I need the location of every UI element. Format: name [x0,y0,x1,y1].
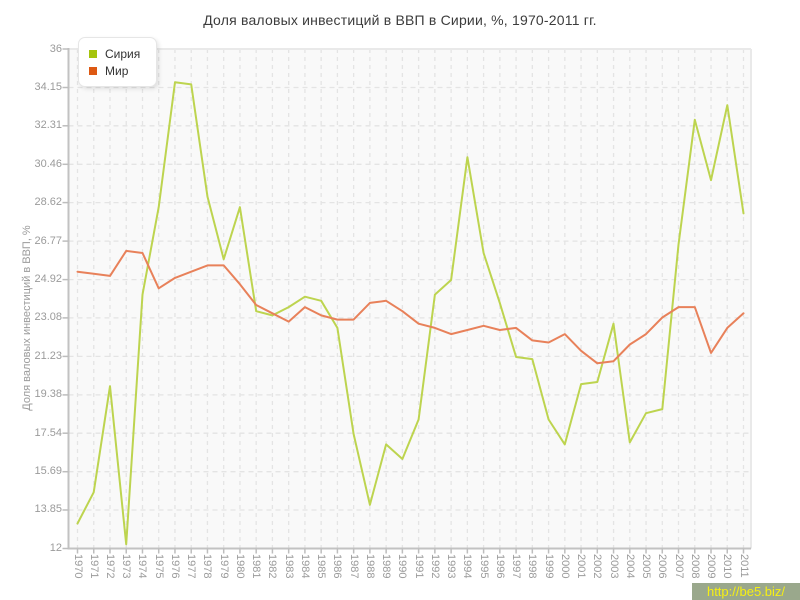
y-tick-label: 28.62 [34,196,62,209]
x-tick-label: 1975 [152,554,165,579]
legend-label-syria: Сирия [105,46,141,61]
x-tick-label: 1996 [493,554,506,579]
x-tick-label: 1993 [445,554,458,579]
x-tick-label: 1990 [396,554,409,579]
x-tick-label: 1983 [282,554,295,579]
x-tick-label: 1981 [250,554,263,579]
x-tick-label: 1978 [201,554,214,579]
y-tick-label: 13.85 [34,503,62,516]
x-tick-label: 1999 [542,554,555,579]
x-tick-label: 1970 [71,554,84,579]
x-tick-label: 1984 [298,554,311,579]
y-tick-label: 15.69 [34,465,62,478]
x-tick-label: 1982 [266,554,279,579]
plot-background [68,49,751,549]
y-tick-label: 12 [49,542,62,554]
y-tick-label: 34.15 [34,81,62,93]
x-tick-label: 1972 [103,554,116,579]
legend-marker-world [89,66,97,75]
x-tick-label: 1989 [380,554,393,579]
y-tick-label: 32.31 [34,119,62,132]
series-line-syria [76,81,745,546]
x-tick-label: 1974 [136,554,149,579]
legend-item-syria[interactable]: Сирия [89,45,140,62]
x-tick-label: 1985 [315,554,328,579]
y-tick-label: 17.54 [34,426,62,439]
chart-title: Доля валовых инвестиций в ВВП в Сирии, %… [203,12,597,28]
x-tick-label: 2000 [558,554,571,579]
y-tick-label: 26.77 [34,234,62,247]
x-tick-label: 1994 [461,554,474,579]
x-tick-label: 2005 [640,554,653,579]
x-tick-label: 1973 [120,554,133,579]
x-tick-label: 1980 [233,554,246,579]
x-tick-label: 1971 [87,554,100,579]
series-line-world [76,249,745,365]
legend: Сирия Мир [78,37,158,87]
legend-label-world: Мир [105,63,129,78]
y-tick-label: 23.08 [34,311,62,324]
x-tick-label: 1991 [412,554,425,579]
legend-item-world[interactable]: Мир [89,62,140,79]
x-tick-label: 2006 [656,554,669,579]
x-tick-label: 2003 [607,554,620,579]
watermark-link[interactable]: http://be5.biz/ [692,583,800,600]
y-tick-label: 21.23 [34,349,62,362]
x-tick-label: 1979 [217,554,230,579]
x-tick-label: 2001 [575,554,588,579]
x-tick-label: 2002 [591,554,604,579]
x-tick-label: 1976 [168,554,181,579]
x-tick-label: 1987 [347,554,360,579]
x-tick-label: 1995 [477,554,490,579]
x-tick-label: 1997 [510,554,523,579]
x-tick-label: 1986 [331,554,344,579]
y-tick-label: 36 [49,42,62,55]
x-tick-label: 2007 [672,554,685,579]
legend-marker-syria [89,49,97,58]
x-tick-label: 1988 [363,554,376,579]
x-tick-label: 1977 [185,554,198,579]
y-tick-label: 24.92 [34,273,62,286]
x-tick-label: 1998 [526,554,539,579]
y-tick-label: 19.38 [34,388,62,401]
x-tick-label: 1992 [428,554,441,579]
x-tick-label: 2004 [623,554,636,579]
y-tick-label: 30.46 [34,157,62,170]
